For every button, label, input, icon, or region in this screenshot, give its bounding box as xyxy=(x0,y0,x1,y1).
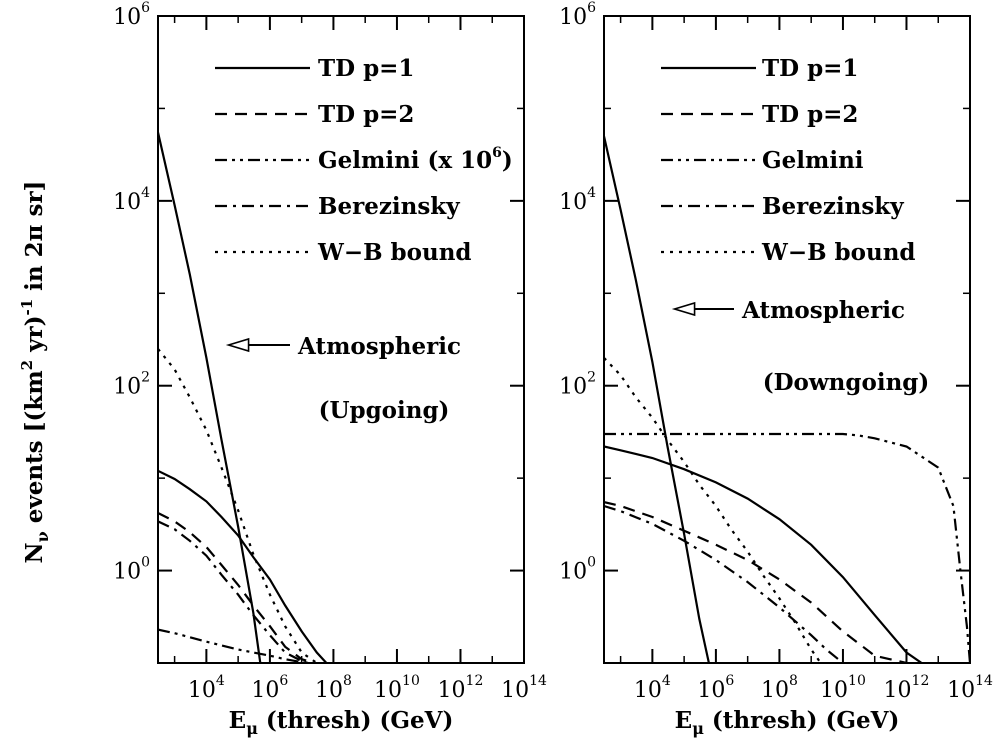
y-tick-label: 102 xyxy=(559,370,596,400)
x-tick-label: 1010 xyxy=(374,673,420,703)
y-axis-label: Nν events [(km2 yr)-1 in 2π sr] xyxy=(18,181,52,564)
x-tick-label: 1014 xyxy=(501,673,547,703)
series-line-td-p-2 xyxy=(604,501,907,663)
legend-label: TD p=1 xyxy=(318,55,414,82)
series-line-atmospheric xyxy=(158,132,262,663)
y-tick-label: 100 xyxy=(559,555,596,585)
x-tick-label: 1014 xyxy=(947,673,993,703)
x-tick-label: 1010 xyxy=(820,673,866,703)
legend-label: Gelmini (x 106) xyxy=(318,145,513,174)
x-tick-label: 106 xyxy=(697,673,734,703)
x-tick-label: 108 xyxy=(761,673,798,703)
series-line-td-p-2 xyxy=(158,512,315,663)
series-line-w-b-bound xyxy=(158,348,318,663)
legend-label: TD p=1 xyxy=(762,55,858,82)
annotations: (Downgoing) Atmospheric xyxy=(671,297,930,396)
series-line-gelmini-x-10 xyxy=(158,628,312,663)
y-tick-label: 102 xyxy=(113,370,150,400)
annotation-atmospheric: Atmospheric xyxy=(741,297,905,324)
panel-downgoing: 100 102 104 106 104 106 108 1010 1012 1014 TD p=… xyxy=(559,0,993,738)
series-lines xyxy=(604,136,970,663)
series-line-td-p-1 xyxy=(604,445,923,663)
plot-frame xyxy=(603,15,971,664)
x-tick-label: 104 xyxy=(634,673,671,703)
legend: TD p=1 TD p=2 Gelmini Berezinsky W−B bound xyxy=(661,55,916,266)
series-lines xyxy=(158,132,328,663)
x-tick-label: 108 xyxy=(315,673,352,703)
x-tick-label: 104 xyxy=(188,673,225,703)
legend-label: TD p=2 xyxy=(762,101,858,128)
y-tick-label: 106 xyxy=(113,0,150,30)
legend-label: Gelmini xyxy=(762,147,864,174)
y-tick-label: 100 xyxy=(113,555,150,585)
series-line-gelmini xyxy=(604,432,970,663)
annotation-downgoing: (Downgoing) xyxy=(763,369,930,396)
x-tick-label: 106 xyxy=(251,673,288,703)
x-tick-label: 1012 xyxy=(884,673,930,703)
plot-frame xyxy=(157,15,525,664)
x-axis-label: Eμ (thresh) (GeV) xyxy=(229,707,454,738)
panel-upgoing: 100 102 104 106 104 106 108 1010 1012 1014 TD p=… xyxy=(113,0,547,738)
annotation-atmospheric: Atmospheric xyxy=(297,333,461,360)
series-line-atmospheric xyxy=(604,136,710,663)
x-axis-label: Eμ (thresh) (GeV) xyxy=(675,707,900,738)
legend: TD p=1 TD p=2 Gelmini (x 106) Berezinsky W−B… xyxy=(215,55,513,266)
x-tick-labels: 104 106 108 1010 1012 1014 xyxy=(634,673,993,703)
legend-label: Berezinsky xyxy=(318,193,460,220)
axis-ticks xyxy=(604,15,971,664)
legend-label: TD p=2 xyxy=(318,101,414,128)
y-tick-label: 104 xyxy=(559,185,596,215)
annotations: (Upgoing) Atmospheric xyxy=(225,333,461,424)
annotation-upgoing: (Upgoing) xyxy=(319,397,450,424)
axis-ticks xyxy=(158,15,525,664)
x-tick-labels: 104 106 108 1010 1012 1014 xyxy=(188,673,547,703)
legend-label: W−B bound xyxy=(761,239,916,266)
annotation-arrow-head xyxy=(671,301,696,317)
legend-label: W−B bound xyxy=(317,239,472,266)
series-line-berezinsky xyxy=(604,504,844,663)
series-line-td-p-1 xyxy=(158,469,328,663)
y-tick-label: 104 xyxy=(113,185,150,215)
annotation-arrow-head xyxy=(225,337,250,353)
y-tick-label: 106 xyxy=(559,0,596,30)
legend-label: Berezinsky xyxy=(762,193,904,220)
x-tick-label: 1012 xyxy=(438,673,484,703)
series-line-w-b-bound xyxy=(604,357,822,663)
series-line-berezinsky xyxy=(158,520,309,663)
y-tick-labels: 100 102 104 106 xyxy=(113,0,150,585)
y-tick-labels: 100 102 104 106 xyxy=(559,0,596,585)
